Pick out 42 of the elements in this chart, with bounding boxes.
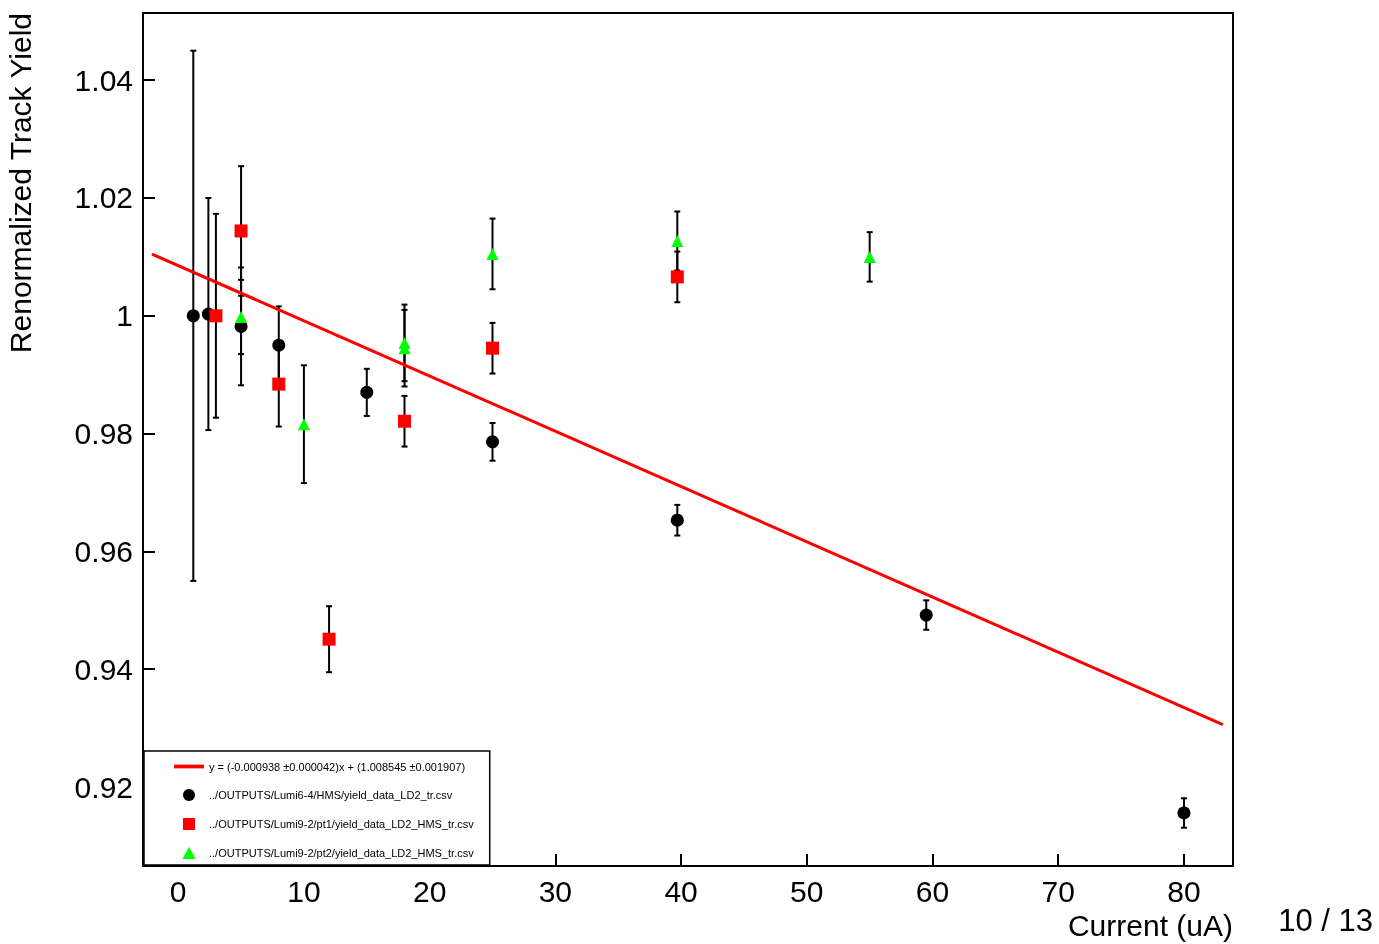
point <box>235 310 248 323</box>
point <box>919 608 933 622</box>
x-tick-label: 10 <box>287 874 321 908</box>
y-tick-label: 1 <box>116 299 133 333</box>
point <box>671 234 684 247</box>
text: 10 / 13 <box>1278 903 1374 938</box>
x-tick-label: 80 <box>1167 874 1201 908</box>
legend-label: ../OUTPUTS/Lumi9-2/pt1/yield_data_LD2_HMS_tr.csv <box>209 818 475 830</box>
point <box>360 385 374 399</box>
x-tick-label: 20 <box>412 874 447 908</box>
x-tick-label: 30 <box>538 874 573 908</box>
point <box>1177 806 1191 820</box>
point <box>670 513 684 527</box>
y-axis-title: Renormalized Track Yield <box>3 13 37 354</box>
point <box>486 341 499 355</box>
x-tick-label: 70 <box>1041 874 1075 908</box>
point <box>297 418 310 431</box>
x-tick-label: 0 <box>169 874 187 908</box>
legend-label: ../OUTPUTS/Lumi6-4/HMS/yield_data_LD2_tr.csv <box>209 789 453 801</box>
point <box>486 435 499 449</box>
legend-label: ../OUTPUTS/Lumi9-2/pt2/yield_data_LD2_HMS_tr.csv <box>209 847 475 859</box>
y-tick-label: 1.04 <box>74 63 133 97</box>
point <box>486 247 499 260</box>
point <box>398 414 411 428</box>
y-tick-label: 1.02 <box>74 181 133 215</box>
y-tick-label: 0.94 <box>74 652 133 686</box>
legend-label: y = (-0.000938 ±0.000042)x + (1.008545 ±0.001907) <box>209 760 466 773</box>
point <box>272 377 286 391</box>
point <box>234 224 248 238</box>
y-tick-label: 0.92 <box>74 770 133 804</box>
point <box>322 632 336 646</box>
point <box>186 309 200 323</box>
point <box>863 250 876 263</box>
x-axis-title: Current (uA) <box>1067 908 1233 942</box>
x-tick-label: 60 <box>915 874 950 908</box>
x-tick-label: 50 <box>790 874 824 908</box>
point <box>209 309 223 323</box>
y-tick-label: 0.98 <box>74 417 133 451</box>
point <box>670 270 684 284</box>
point <box>272 338 286 352</box>
y-tick-label: 0.96 <box>74 534 133 568</box>
x-tick-label: 40 <box>664 874 698 908</box>
